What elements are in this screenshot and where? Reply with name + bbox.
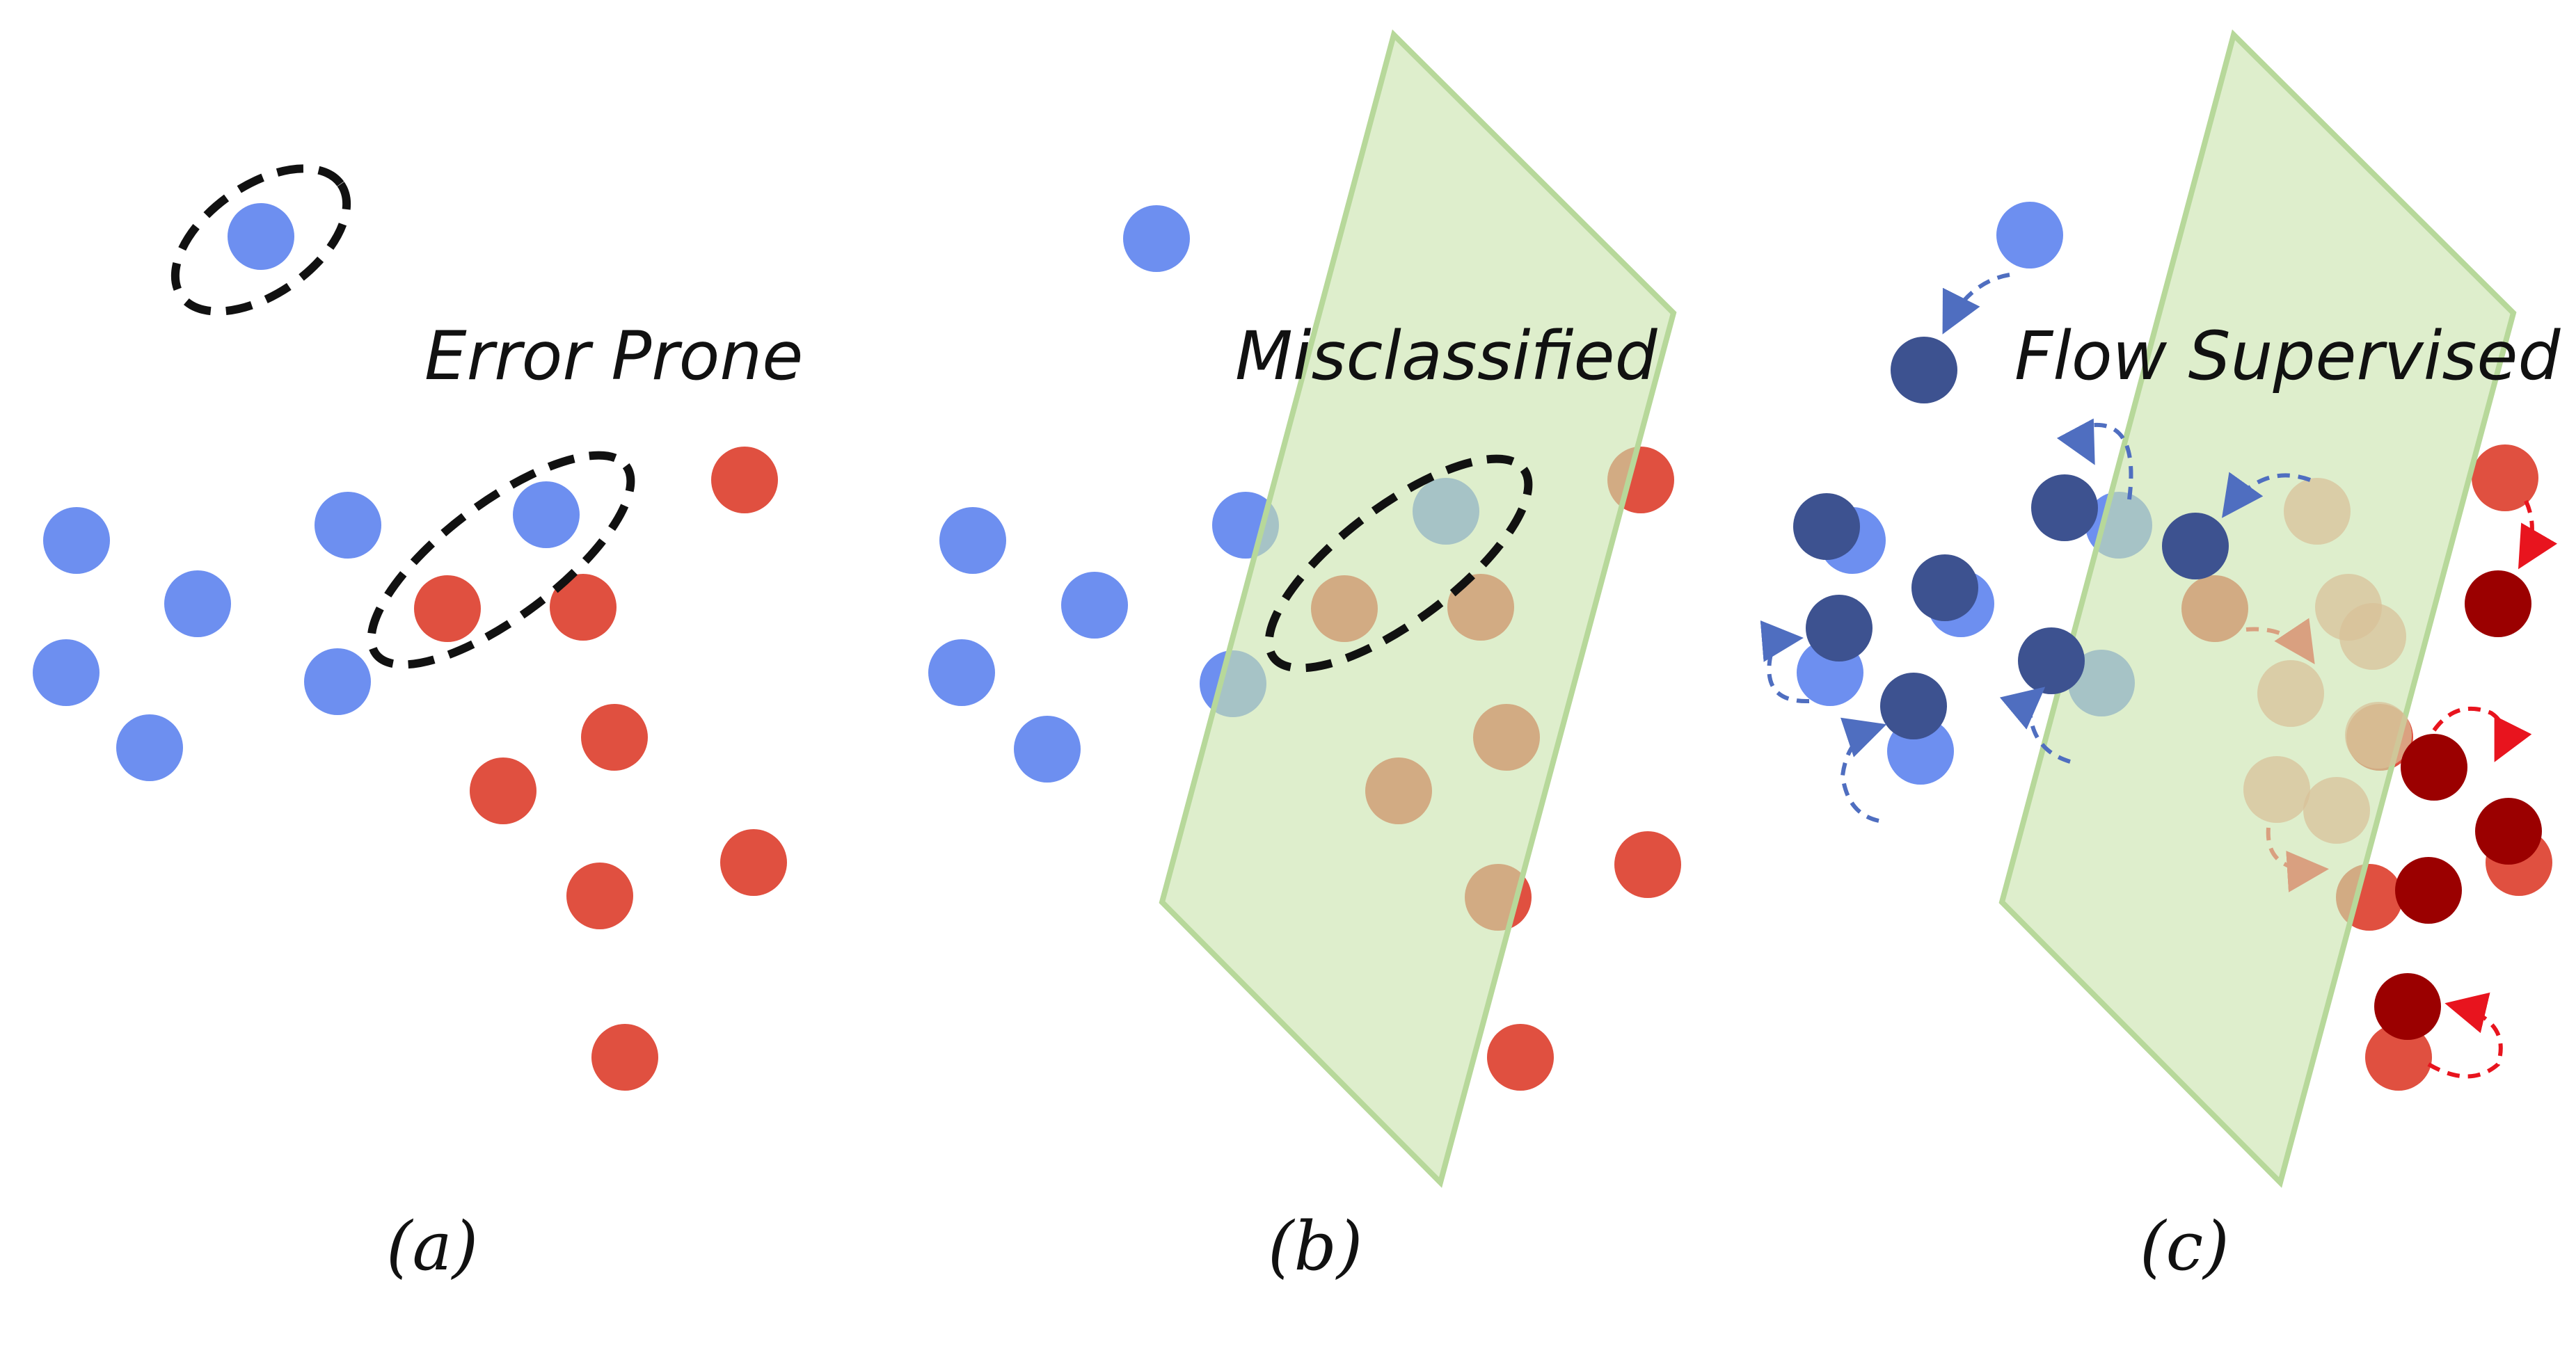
dark-red-point bbox=[2475, 798, 2542, 865]
blue-point bbox=[1014, 716, 1081, 783]
panel-c-flow-arrows bbox=[1760, 273, 2558, 1079]
red-point bbox=[566, 863, 633, 929]
faded-point bbox=[2243, 756, 2310, 823]
dark-blue-point bbox=[1880, 673, 1947, 739]
panel-b-label: (b) bbox=[1268, 1208, 1362, 1285]
dark-red-point bbox=[2374, 973, 2441, 1040]
curved-dashed-arrow-icon bbox=[2266, 827, 2329, 892]
red-point bbox=[414, 575, 481, 642]
panel-a-red-points bbox=[414, 447, 787, 1091]
hyperplane bbox=[1998, 29, 2517, 1188]
faded-point bbox=[2257, 660, 2324, 727]
curved-dashed-arrow-icon bbox=[2518, 499, 2558, 570]
panel-a-blue-points bbox=[33, 203, 580, 781]
curved-dashed-arrow-icon bbox=[2427, 992, 2503, 1079]
blue-point bbox=[1996, 202, 2063, 268]
dashed-ellipse-icon bbox=[170, 164, 351, 316]
dark-red-point bbox=[2401, 734, 2467, 801]
panel-a: Error Prone (a) bbox=[33, 164, 803, 1285]
panel-c-title: Flow Supervised bbox=[2014, 317, 2561, 395]
curved-dashed-arrow-icon bbox=[1999, 687, 2071, 764]
dark-red-point bbox=[2465, 570, 2531, 637]
panel-c-faded-points bbox=[2243, 478, 2412, 844]
curved-dashed-arrow-icon bbox=[2056, 418, 2133, 500]
panel-c-label: (c) bbox=[2140, 1208, 2229, 1285]
red-point bbox=[581, 704, 648, 771]
red-point bbox=[470, 757, 536, 824]
dark-blue-point bbox=[2162, 513, 2229, 579]
panel-b: Misclassified (b) bbox=[928, 29, 1681, 1285]
curved-dashed-arrow-icon bbox=[1942, 273, 2010, 335]
blue-point bbox=[43, 507, 110, 574]
red-point bbox=[2365, 1024, 2432, 1091]
curved-dashed-arrow-icon bbox=[2432, 706, 2532, 762]
blue-point bbox=[513, 481, 580, 548]
blue-point bbox=[116, 714, 183, 781]
dark-blue-point bbox=[1806, 595, 1873, 662]
blue-point bbox=[939, 507, 1006, 574]
blue-point bbox=[1061, 572, 1128, 639]
curved-dashed-arrow-icon bbox=[2245, 618, 2315, 664]
dark-blue-point bbox=[1891, 337, 1957, 403]
red-point bbox=[720, 829, 787, 896]
faded-point bbox=[2303, 777, 2370, 844]
red-point bbox=[1614, 831, 1681, 898]
curved-dashed-arrow-icon bbox=[1840, 717, 1887, 823]
blue-point bbox=[304, 648, 371, 715]
dark-blue-point bbox=[1911, 554, 1978, 621]
red-point bbox=[591, 1024, 658, 1091]
red-point bbox=[1487, 1024, 1554, 1091]
panel-a-title: Error Prone bbox=[424, 317, 803, 395]
red-point bbox=[550, 574, 617, 641]
panel-c-dark-red-points bbox=[2374, 570, 2542, 1040]
dark-blue-point bbox=[1793, 493, 1860, 560]
panel-c: Flow Supervised (c) bbox=[1760, 29, 2561, 1285]
panel-c-dark-blue-points bbox=[1793, 337, 2229, 739]
blue-point bbox=[315, 492, 381, 559]
dashed-ellipse-icon bbox=[367, 451, 635, 669]
dark-blue-point bbox=[2031, 474, 2098, 541]
red-point bbox=[2472, 444, 2538, 511]
faded-point bbox=[2284, 478, 2351, 545]
blue-point bbox=[228, 203, 294, 270]
panel-a-label: (a) bbox=[386, 1208, 478, 1285]
dark-red-point bbox=[2395, 857, 2462, 924]
faded-point bbox=[2345, 702, 2412, 769]
blue-point bbox=[1123, 205, 1190, 272]
blue-point bbox=[164, 570, 231, 637]
dark-blue-point bbox=[2018, 627, 2085, 694]
panel-b-title: Misclassified bbox=[1235, 317, 1658, 395]
blue-point bbox=[928, 639, 995, 706]
blue-point bbox=[33, 639, 100, 706]
curved-dashed-arrow-icon bbox=[2222, 472, 2312, 518]
curved-dashed-arrow-icon bbox=[1760, 620, 1810, 704]
hyperplane bbox=[1159, 29, 1677, 1188]
faded-point bbox=[2339, 603, 2406, 670]
red-point bbox=[711, 447, 778, 513]
